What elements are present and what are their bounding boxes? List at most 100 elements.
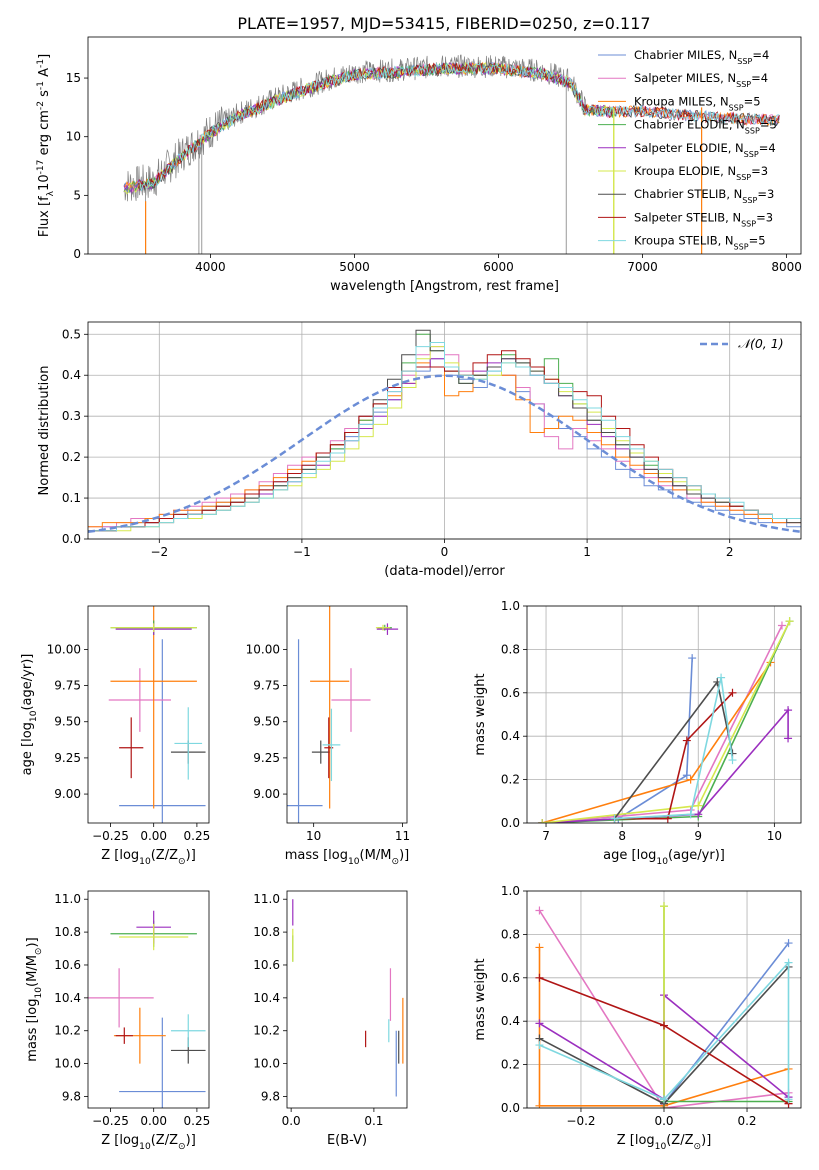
panel-age_vs_mass: 10 11 9.00 9.25 9.50 9.75 10.00 mass [log10(M/M… [246,605,410,867]
y-tick-label: 10.8 [54,925,81,939]
y-tick-label: 10.6 [253,958,280,972]
weight-point-marker [682,736,691,745]
x-axis-label: mass [log10(M/M⊙)] [285,848,409,867]
y-axis-label: age [log10(age/yr)] [20,654,39,776]
x-tick-label: −0.25 [92,1114,129,1128]
x-tick-label: −1 [293,545,311,559]
weight-point-marker [784,734,793,743]
axes-frame [87,890,210,1109]
panel-mass_weight_vs_Z: −0.2 0.0 0.2 0.0 0.2 0.4 0.6 0.8 1.0 Z [log10(Z/Z… [473,884,802,1152]
y-tick-label: 1.0 [501,599,520,613]
y-tick-label: 5 [73,188,81,202]
axes-frame [87,321,802,540]
y-axis-label: mass weight [473,673,488,755]
legend-label: Salpeter STELIB, NSSP=3 [634,210,773,228]
x-axis-label: age [log10(age/yr)] [603,848,725,867]
legend-label: Kroupa MILES, NSSP=5 [634,94,761,112]
y-tick-label: 0.4 [501,1014,520,1028]
weight-point-marker [784,958,793,967]
y-tick-label: 10.2 [253,1024,280,1038]
x-axis-label: (data-model)/error [384,564,505,579]
x-tick-label: 7 [542,829,550,843]
model-spectrum-line [138,62,780,189]
y-tick-label: 0.4 [62,368,81,382]
plot-area [88,910,206,1108]
weight-series-line [541,661,772,823]
weight-point-marker [538,819,547,823]
plot-area [538,617,794,823]
y-tick-label: 0.5 [62,327,81,341]
x-axis-label: Z [log10(Z/Z⊙)] [617,1133,712,1152]
y-tick-label: 9.50 [54,715,81,729]
y-tick-label: 9.25 [253,751,280,765]
legend-label: 𝒩(0, 1) [738,336,784,351]
model-spectrum-line [123,62,615,194]
weight-series-line [539,960,790,1101]
spectrum-legend: Chabrier MILES, NSSP=4 Salpeter MILES, NS… [598,48,777,251]
weight-point-marker [785,617,794,626]
y-tick-label: 10.6 [54,958,81,972]
y-tick-label: 10.0 [54,1057,81,1071]
panel-mass_vs_ebv: 0.0 0.1 9.8 10.0 10.2 10.4 10.6 10.8 11.0 E(B-V) [253,890,408,1148]
figure-title: PLATE=1957, MJD=53415, FIBERID=0250, z=0… [237,14,650,33]
weight-point-marker [784,1095,793,1104]
x-tick-label: 0.25 [184,1114,211,1128]
x-tick-label: 5000 [339,260,370,274]
y-tick-label: 0.2 [62,450,81,464]
weight-point-marker [660,1095,668,1104]
x-axis-label: Z [log10(Z/Z⊙)] [101,848,196,867]
weight-series-line [614,677,734,820]
legend-label: Salpeter MILES, NSSP=4 [634,71,768,89]
legend-label: Chabrier ELODIE, NSSP=3 [634,118,777,136]
x-tick-label: 0.2 [737,1114,756,1128]
weight-point-marker [717,673,726,682]
axes-frame [526,605,802,824]
x-tick-label: 8 [618,829,626,843]
weight-point-marker [682,771,691,780]
y-tick-label: 0.0 [62,532,81,546]
panel-mass_weight_vs_age: 7 8 9 10 0.0 0.2 0.4 0.6 0.8 1.0 age [log10(age/yr… [473,599,802,867]
x-tick-label: 10 [306,829,321,843]
panel-spectrum: 4000 5000 6000 7000 8000 0 5 10 15 wavelength [An… [36,36,802,294]
y-tick-label: 11.0 [253,892,280,906]
weight-series-line [542,620,791,823]
y-tick-label: 10 [66,130,81,144]
normal-distribution-curve [88,374,801,534]
y-tick-label: 9.8 [261,1089,280,1103]
x-tick-label: 8000 [771,260,802,274]
y-tick-label: 11.0 [54,892,81,906]
histogram-series-step [88,362,801,528]
x-tick-label: −2 [150,545,168,559]
weight-point-marker [610,814,619,823]
y-tick-label: 9.00 [54,787,81,801]
x-tick-label: 0.00 [140,1114,167,1128]
y-tick-label: 9.25 [54,751,81,765]
x-axis-label: Z [log10(Z/Z⊙)] [101,1133,196,1152]
weight-point-marker [777,621,786,630]
weight-series-line [542,620,791,823]
y-tick-label: 9.00 [253,787,280,801]
y-tick-label: 0 [73,247,81,261]
x-tick-label: 4000 [195,260,226,274]
y-tick-label: 0.0 [501,1101,520,1115]
x-tick-label: 10 [767,829,782,843]
plot-area [287,606,399,823]
y-tick-label: 10.4 [54,991,81,1005]
weight-point-marker [686,810,695,819]
x-tick-label: 2 [726,545,734,559]
model-spectrum-line [138,61,780,192]
y-axis-label: Flux [fλ10-17 erg cm-2 s-1 A-1] [36,54,56,237]
y-tick-label: 9.50 [253,715,280,729]
y-tick-label: 0.2 [501,773,520,787]
y-tick-label: 9.75 [253,679,280,693]
histogram-series-step [88,342,801,532]
x-tick-label: 0 [441,545,449,559]
weight-series-line [542,708,789,823]
plot-area [108,606,206,823]
weight-point-marker [686,775,695,784]
y-axis-label: Normed distribution [37,366,52,496]
weight-point-marker [728,688,737,697]
axes-frame [87,605,210,824]
x-axis-label: wavelength [Angstrom, rest frame] [330,279,559,294]
panel-mass_vs_Z: −0.25 0.00 0.25 9.8 10.0 10.2 10.4 10.6 10.8 11.0… [25,890,211,1152]
